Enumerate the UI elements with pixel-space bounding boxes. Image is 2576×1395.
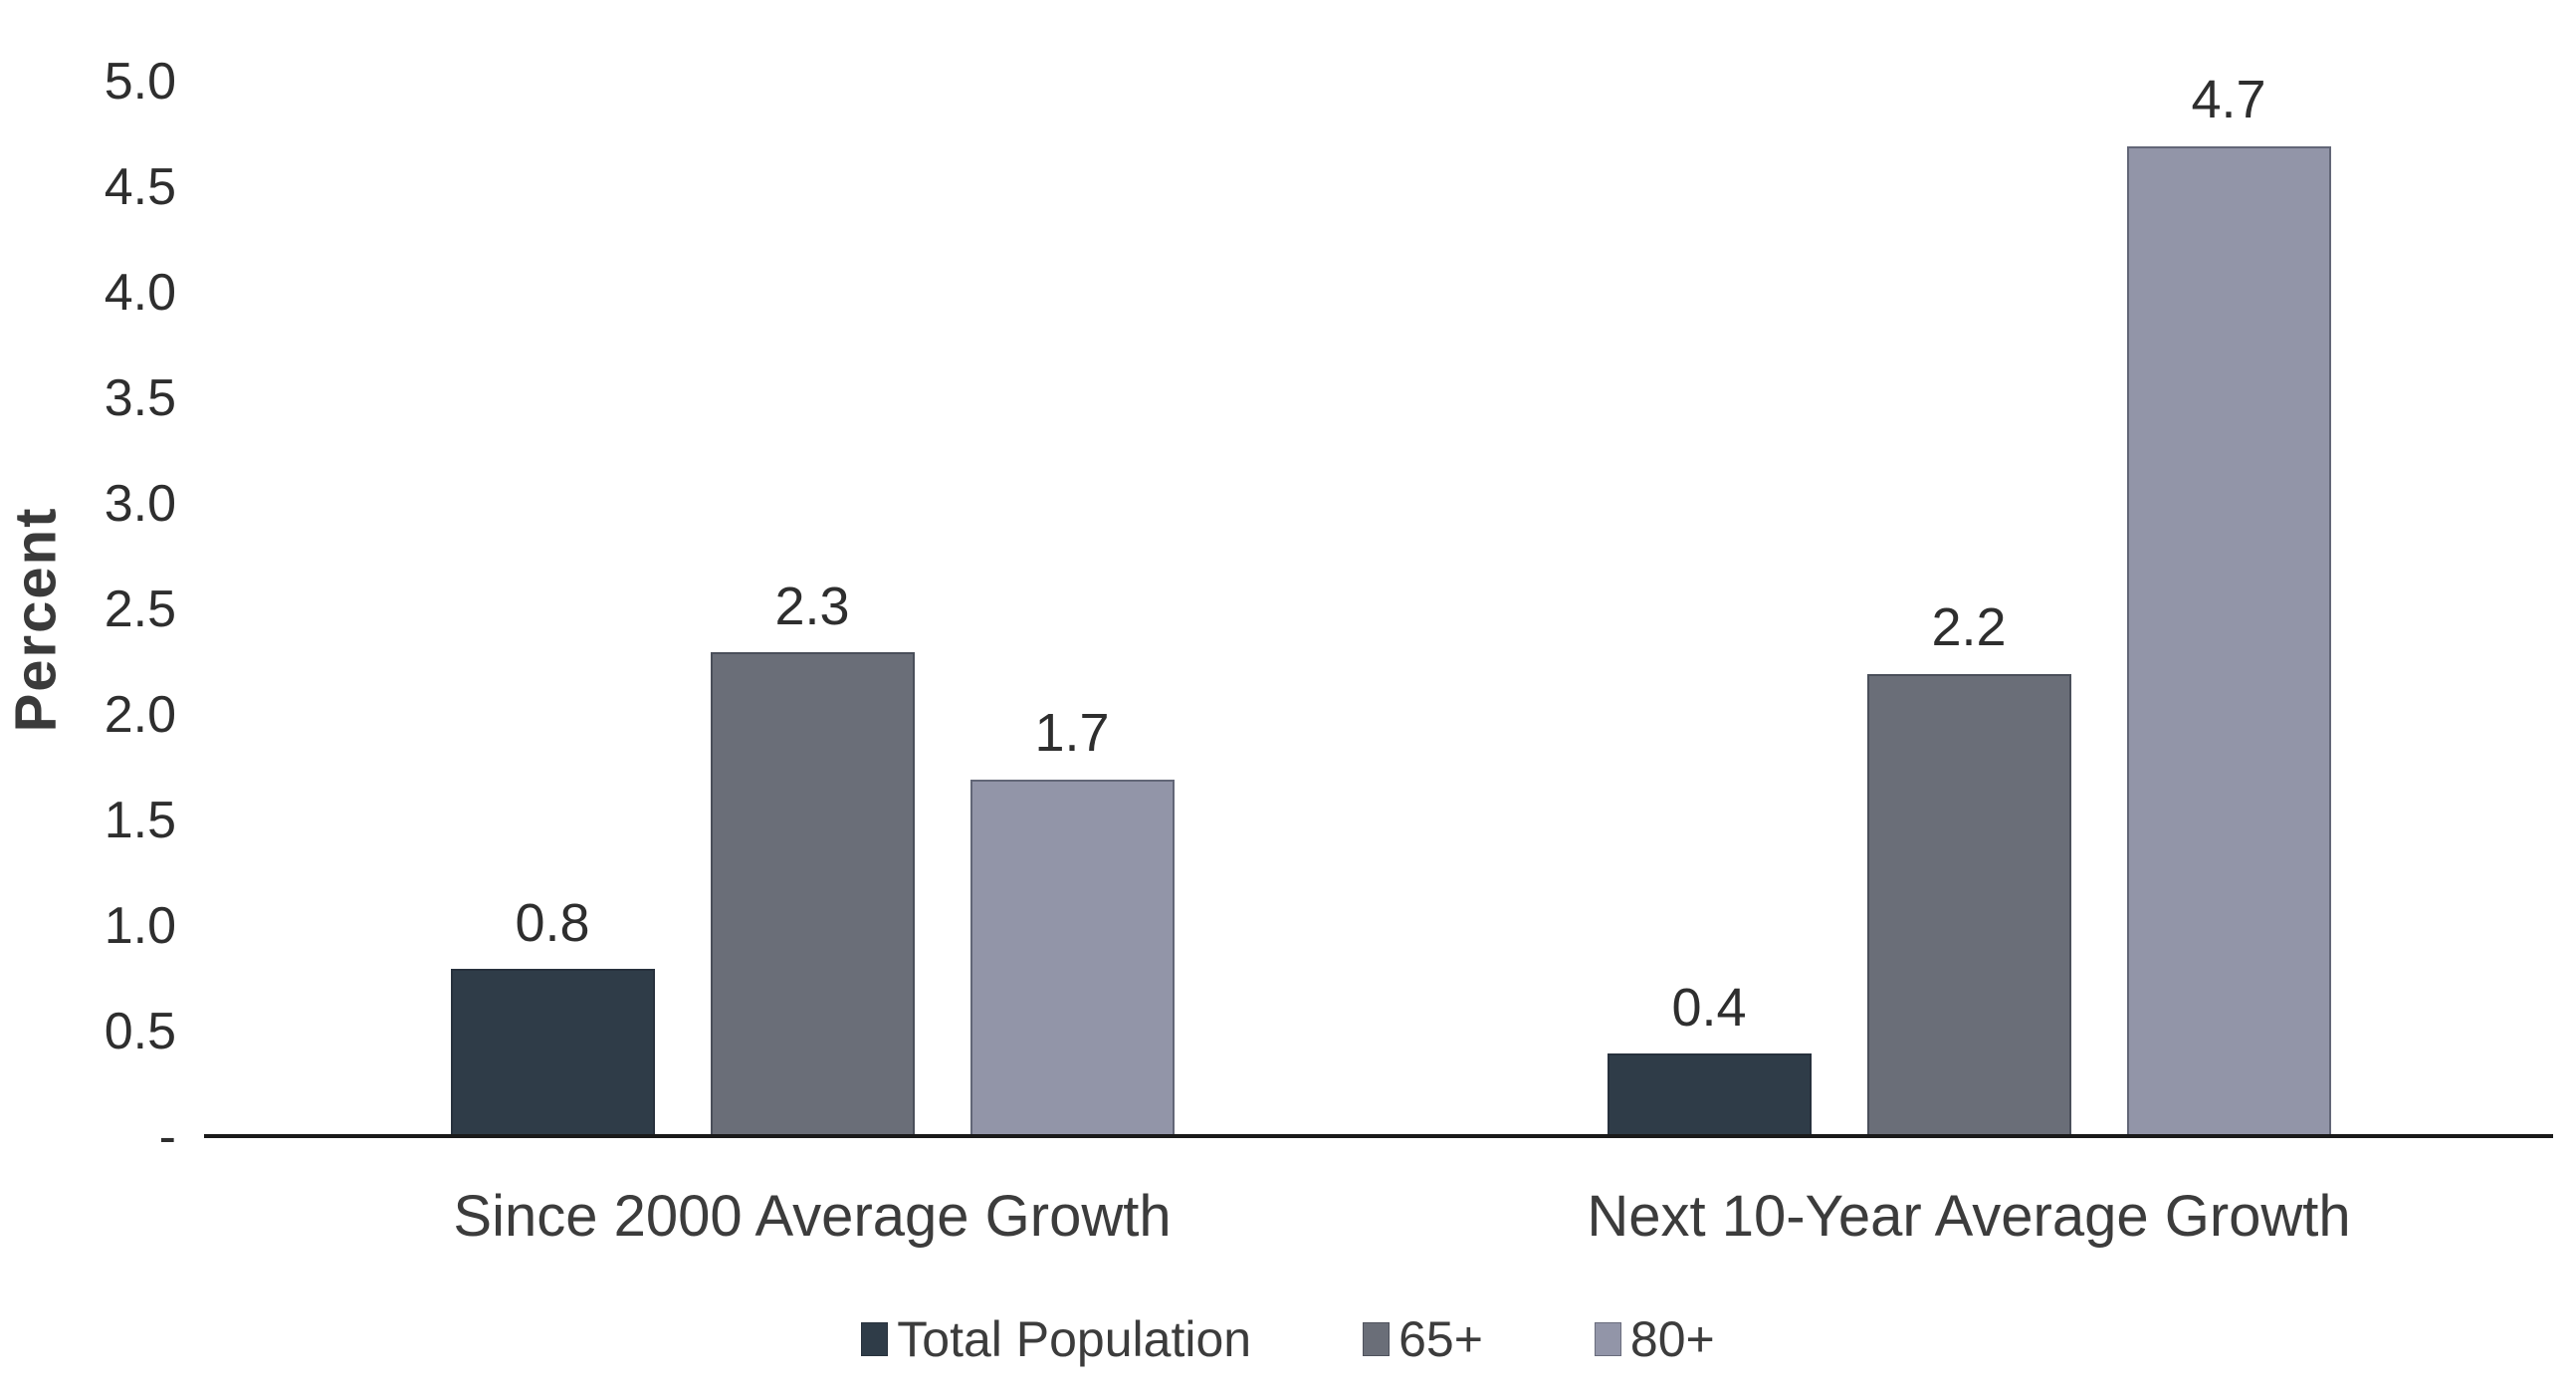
bar-80--group2 [2126, 145, 2331, 1138]
legend-item: 65+ [1363, 1310, 1483, 1368]
bar-value-label: 0.8 [515, 892, 590, 953]
y-tick-label: 5.0 [104, 52, 176, 111]
bar-total-population-group2 [1607, 1053, 1812, 1138]
bar-total-population-group1 [450, 969, 655, 1138]
bar-value-label: 0.4 [1671, 977, 1747, 1038]
y-tick-label: 2.0 [104, 685, 176, 744]
legend-swatch-icon [1594, 1322, 1621, 1356]
y-tick-label: 3.0 [104, 474, 176, 533]
plot-area: 0.8 2.3 1.7 0.4 2.2 4.7 [204, 72, 2553, 1138]
legend-label: 80+ [1629, 1311, 1715, 1367]
bar-65--group2 [1866, 673, 2071, 1138]
y-tick-label: 1.5 [104, 791, 176, 849]
y-tick-label: 4.0 [104, 263, 176, 322]
y-tick-label: 4.5 [104, 157, 176, 216]
y-tick-label: 1.0 [104, 896, 176, 955]
bar-value-label: 4.7 [2191, 69, 2266, 129]
bar-value-label: 2.3 [774, 576, 850, 636]
x-category-label: Since 2000 Average Growth [453, 1184, 1172, 1249]
bar-65--group1 [710, 652, 915, 1138]
x-axis-line [204, 1134, 2553, 1138]
bar-80--group1 [969, 779, 1175, 1138]
legend: Total Population 65+ 80+ [0, 1310, 2576, 1368]
legend-item: 80+ [1594, 1310, 1715, 1368]
y-tick-label: - [158, 1107, 176, 1166]
y-tick-label: 2.5 [104, 580, 176, 638]
bar-value-label: 2.2 [1931, 596, 2007, 657]
bar-value-label: 1.7 [1034, 702, 1110, 763]
y-tick-label: 3.5 [104, 368, 176, 427]
legend-item: Total Population [861, 1310, 1251, 1368]
y-tick-label: 0.5 [104, 1002, 176, 1060]
legend-label: 65+ [1398, 1311, 1483, 1367]
legend-swatch-icon [861, 1322, 889, 1356]
legend-swatch-icon [1363, 1322, 1391, 1356]
legend-label: Total Population [897, 1311, 1252, 1367]
x-category-label: Next 10-Year Average Growth [1587, 1184, 2351, 1249]
